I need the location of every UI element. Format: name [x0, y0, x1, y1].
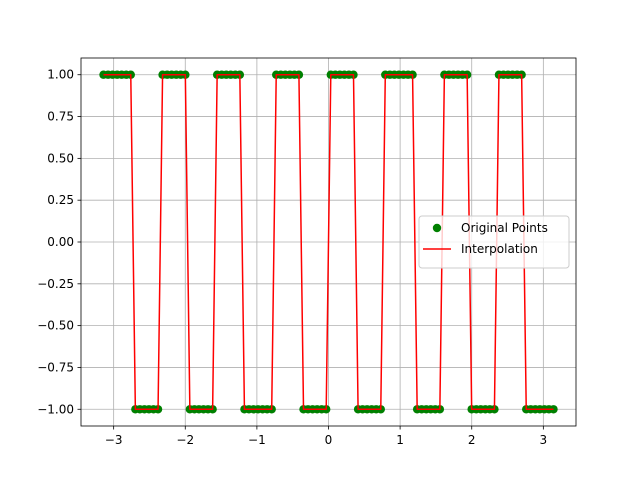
y-tick-label: 0.50 — [47, 151, 74, 165]
legend-box — [418, 215, 570, 269]
legend: Original Points Interpolation — [418, 215, 570, 269]
ticks: −3 −2 −1 0 1 2 3 −1.00 −0.75 −0.50 −0.25 0.00 0.25 0.… — [37, 68, 547, 447]
x-tick-label: 3 — [540, 433, 548, 447]
y-tick-label: 0.25 — [47, 193, 74, 207]
x-tick-label: 1 — [396, 433, 404, 447]
legend-label: Interpolation — [461, 242, 538, 256]
data-line — [103, 73, 554, 411]
plot — [99, 70, 558, 414]
x-tick-label: −2 — [176, 433, 194, 447]
y-tick-label: −0.75 — [37, 360, 74, 374]
y-tick-label: 1.00 — [47, 68, 74, 82]
x-tick-label: 0 — [325, 433, 333, 447]
y-tick-label: −0.50 — [37, 319, 74, 333]
legend-label: Original Points — [461, 221, 548, 235]
x-tick-label: −3 — [105, 433, 123, 447]
x-tick-label: −1 — [248, 433, 266, 447]
y-tick-label: −1.00 — [37, 402, 74, 416]
y-tick-label: −0.25 — [37, 277, 74, 291]
y-tick-label: 0.75 — [47, 110, 74, 124]
y-tick-label: 0.00 — [47, 235, 74, 249]
legend-marker — [432, 223, 442, 233]
x-tick-label: 2 — [468, 433, 476, 447]
